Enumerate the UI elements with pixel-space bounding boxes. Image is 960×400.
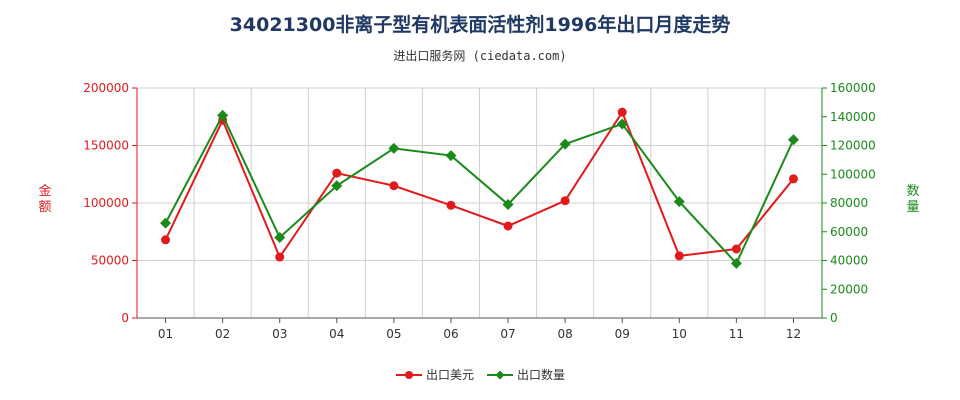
data-point-quantity [787,134,799,146]
right-axis-title: 数量 [906,184,919,215]
data-point-value [731,244,741,254]
data-point-value [161,235,171,245]
data-point-quantity [217,109,229,121]
data-point-value [617,107,627,117]
data-point-value [503,221,513,231]
right-tick-label: 120000 [830,139,876,153]
legend-label: 出口数量 [517,367,565,382]
data-point-quantity [502,198,514,210]
right-tick-label: 160000 [830,81,876,95]
x-tick-label: 09 [615,327,630,341]
data-point-value [788,174,798,184]
left-tick-label: 50000 [91,254,129,268]
data-point-quantity [445,150,457,162]
data-point-quantity [160,217,172,229]
right-tick-label: 20000 [830,282,868,296]
left-tick-label: 0 [121,311,129,325]
data-point-value [674,251,684,261]
legend-marker [495,370,505,380]
x-tick-label: 12 [786,327,801,341]
data-point-quantity [559,138,571,150]
right-tick-label: 80000 [830,196,868,210]
data-point-quantity [616,118,628,130]
data-point-value [446,200,456,210]
data-point-value [389,181,399,191]
x-tick-label: 02 [215,327,230,341]
chart-subtitle: 进出口服务网 (ciedata.com) [393,49,567,63]
data-point-value [332,168,342,178]
x-tick-label: 10 [672,327,687,341]
data-point-quantity [673,196,685,208]
data-point-quantity [730,257,742,269]
data-point-quantity [274,232,286,243]
data-point-value [275,252,285,262]
x-tick-label: 03 [272,327,287,341]
data-point-quantity [388,142,400,154]
left-tick-label: 200000 [83,81,129,95]
series-line-quantity [164,113,795,266]
x-tick-label: 08 [557,327,572,341]
series-line-value [164,109,795,260]
left-axis-title: 金额 [38,183,51,215]
left-tick-label: 150000 [83,139,129,153]
chart-title: 34021300非离子型有机表面活性剂1996年出口月度走势 [229,14,731,36]
x-tick-label: 04 [329,327,344,341]
legend-label: 出口美元 [426,368,474,382]
x-tick-label: 07 [500,327,515,341]
x-tick-label: 01 [158,327,173,341]
data-point-quantity [331,180,343,192]
x-tick-label: 11 [729,327,744,341]
x-tick-label: 05 [386,327,401,341]
right-tick-label: 60000 [830,225,868,239]
right-tick-label: 40000 [830,254,868,268]
legend-marker [405,371,413,379]
x-tick-label: 06 [443,327,458,341]
right-tick-label: 140000 [830,110,876,124]
right-tick-label: 0 [830,311,838,325]
data-point-value [560,196,570,206]
right-tick-label: 100000 [830,167,876,181]
left-tick-label: 100000 [83,196,129,210]
